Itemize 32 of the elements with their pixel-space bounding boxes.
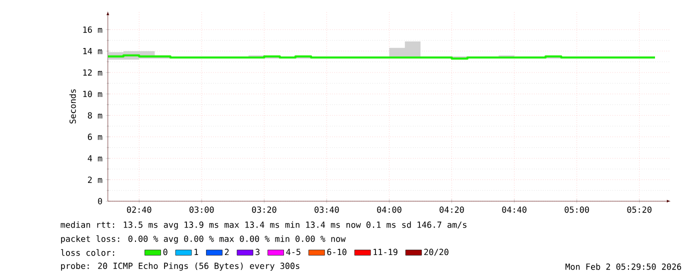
y-tick-label: 8 m: [88, 112, 102, 119]
legend-title: loss color:: [61, 249, 114, 256]
y-tick-label: 4 m: [88, 155, 102, 162]
text: median rtt: 13.5 ms avg 13.9 ms max 13.4 ms min 13.4 ms now 0.1 ms sd 146.7 am/s: [60, 221, 466, 230]
y-tick-label: 16 m: [83, 26, 102, 33]
x-tick-label: 05:00: [564, 206, 589, 213]
y-tick-label: 2 m: [88, 176, 102, 183]
legend-label: 2: [224, 248, 229, 256]
legend-label: 4-5: [286, 248, 300, 256]
y-tick-label: 0: [98, 198, 102, 204]
x-tick-label: 05:20: [627, 206, 652, 213]
x-tick-label: 03:00: [190, 206, 214, 213]
y-tick-label: 14 m: [83, 48, 102, 54]
x-tick-label: 03:20: [252, 206, 276, 213]
legend-label: 1: [194, 248, 198, 255]
legend-label: 0: [163, 248, 168, 256]
x-tick-label: 02:40: [127, 206, 152, 213]
text: probe: 20 ICMP Echo Pings (56 Bytes) every 300s: [61, 262, 300, 271]
x-tick-label: 04:00: [377, 206, 402, 213]
legend-label: 3: [256, 248, 260, 256]
legend-label: 11-19: [374, 248, 398, 256]
y-tick-label: 6 m: [88, 134, 102, 140]
y-axis-title: Seconds: [69, 89, 76, 124]
x-tick-label: 04:40: [502, 206, 526, 213]
y-tick-label: 12 m: [83, 69, 102, 76]
text: packet loss: 0.00 % avg 0.00 % max 0.00 % min 0.00 % now: [61, 235, 346, 244]
x-tick-label: 04:20: [440, 206, 464, 213]
text: Mon Feb 2 05:29:50 2026: [566, 263, 682, 270]
y-tick-label: 10 m: [83, 90, 102, 98]
legend-label: 6-10: [327, 248, 346, 256]
legend-label: 20/20: [424, 248, 448, 256]
x-tick-label: 03:40: [314, 206, 339, 213]
